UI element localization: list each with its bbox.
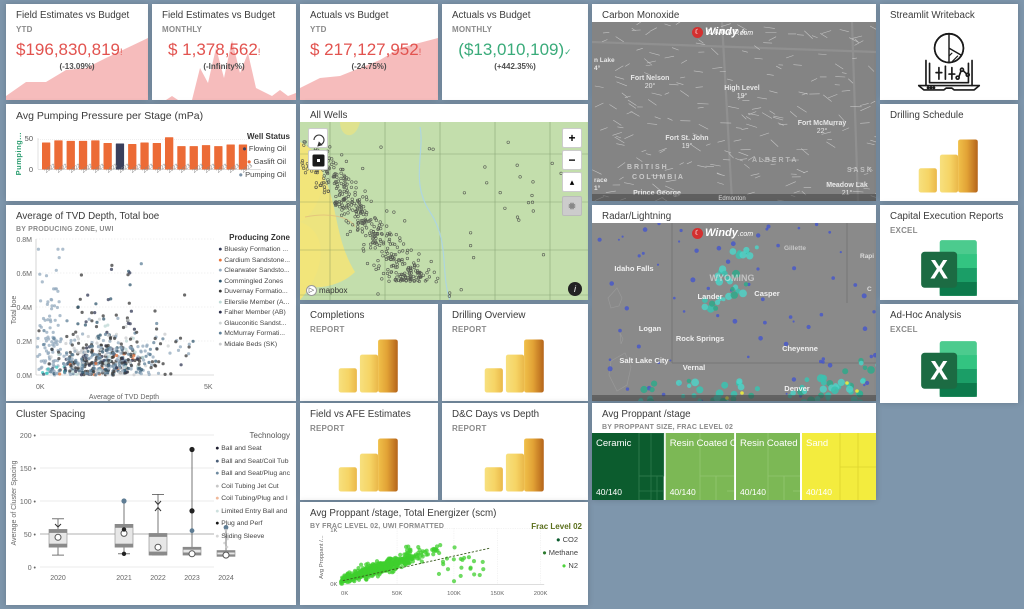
svg-text:Edmonton: Edmonton [718, 196, 745, 201]
svg-text:Average of Cluster Spacing: Average of Cluster Spacing [11, 460, 18, 545]
svg-text:Vernal: Vernal [683, 363, 706, 372]
svg-text:Sand: Sand [806, 438, 828, 449]
svg-text:50K: 50K [392, 591, 403, 597]
svg-text:2023: 2023 [204, 163, 217, 175]
svg-text:Fort St. John: Fort St. John [665, 135, 708, 142]
svg-text:2023: 2023 [93, 163, 106, 175]
svg-text:2023: 2023 [179, 163, 192, 175]
svg-text:Gillette: Gillette [784, 245, 806, 252]
svg-text:Cheyenne: Cheyenne [782, 344, 818, 353]
svg-text:Average of TVD Depth: Average of TVD Depth [89, 394, 159, 401]
svg-text:n Lake: n Lake [594, 57, 615, 64]
svg-text:Idaho Falls: Idaho Falls [614, 264, 653, 273]
svg-text:0.8M: 0.8M [16, 237, 32, 244]
svg-text:Rock Springs: Rock Springs [676, 334, 724, 343]
svg-text:200K: 200K [534, 591, 548, 597]
svg-text:2023: 2023 [167, 163, 180, 175]
svg-text:2023: 2023 [106, 163, 119, 175]
svg-text:40/140: 40/140 [596, 487, 622, 497]
svg-text:Denver: Denver [784, 384, 810, 393]
svg-text:2023: 2023 [142, 163, 155, 175]
svg-text:100 •: 100 • [20, 499, 37, 506]
svg-text:WYOMING: WYOMING [710, 273, 755, 283]
svg-text:0K: 0K [341, 591, 348, 597]
svg-text:40/140: 40/140 [670, 487, 696, 497]
svg-text:2023: 2023 [155, 163, 168, 175]
svg-text:2021: 2021 [116, 575, 132, 582]
svg-text:0K: 0K [36, 384, 45, 391]
svg-text:150 •: 150 • [20, 466, 37, 473]
svg-text:2023: 2023 [118, 163, 131, 175]
svg-text:2023: 2023 [192, 163, 205, 175]
svg-text:2020: 2020 [50, 575, 66, 582]
svg-text:0.0M: 0.0M [16, 373, 32, 380]
svg-text:2023: 2023 [184, 575, 200, 582]
svg-text:2022: 2022 [56, 163, 69, 175]
svg-text:Avg Proppant /...: Avg Proppant /... [319, 535, 325, 579]
svg-text:Logan: Logan [639, 324, 662, 333]
svg-text:2024: 2024 [218, 575, 234, 582]
svg-text:22°: 22° [817, 127, 828, 135]
svg-text:Salt Lake City: Salt Lake City [619, 356, 669, 365]
svg-text:5K: 5K [204, 384, 213, 391]
svg-text:Fort Nelson: Fort Nelson [631, 75, 670, 82]
svg-text:150K: 150K [490, 591, 504, 597]
svg-text:2022: 2022 [150, 575, 166, 582]
svg-text:2023: 2023 [216, 163, 229, 175]
svg-text:Rapi: Rapi [860, 253, 874, 260]
svg-text:A L B E R T A: A L B E R T A [752, 157, 796, 164]
svg-text:High Level: High Level [724, 85, 759, 92]
svg-text:race: race [594, 177, 608, 184]
svg-text:40/140: 40/140 [806, 487, 832, 497]
svg-text:Resin Coated C...: Resin Coated C... [670, 438, 745, 449]
svg-text:Total boe: Total boe [11, 296, 18, 325]
svg-text:0.2M: 0.2M [16, 339, 32, 346]
svg-text:Ceramic: Ceramic [596, 438, 632, 449]
svg-text:B R I T I S H: B R I T I S H [627, 164, 667, 171]
svg-text:0.4M: 0.4M [16, 305, 32, 312]
svg-text:2022: 2022 [81, 163, 94, 175]
svg-text:S A S K: S A S K [847, 167, 872, 174]
svg-text:20°: 20° [645, 82, 656, 90]
svg-text:C: C [867, 286, 872, 293]
svg-text:50 •: 50 • [24, 532, 37, 539]
svg-text:40/140: 40/140 [740, 487, 766, 497]
svg-text:100K: 100K [447, 591, 461, 597]
svg-text:Meadow Lak: Meadow Lak [826, 182, 868, 189]
svg-text:Fort McMurray: Fort McMurray [798, 120, 847, 127]
svg-text:C O L U M B I A: C O L U M B I A [632, 174, 683, 181]
svg-text:1°: 1° [594, 184, 601, 192]
svg-text:Lander: Lander [697, 292, 722, 301]
svg-text:0K: 0K [330, 582, 337, 588]
svg-text:19°: 19° [737, 92, 748, 100]
svg-text:2023: 2023 [130, 163, 143, 175]
svg-text:19°: 19° [682, 142, 693, 150]
svg-text:Casper: Casper [754, 289, 780, 298]
svg-text:0.6M: 0.6M [16, 271, 32, 278]
svg-text:0 •: 0 • [28, 565, 37, 572]
svg-text:200 •: 200 • [20, 433, 37, 440]
svg-text:2022: 2022 [44, 163, 57, 175]
svg-text:1K: 1K [330, 528, 337, 534]
svg-text:4°: 4° [594, 64, 601, 72]
svg-text:2022: 2022 [69, 163, 82, 175]
